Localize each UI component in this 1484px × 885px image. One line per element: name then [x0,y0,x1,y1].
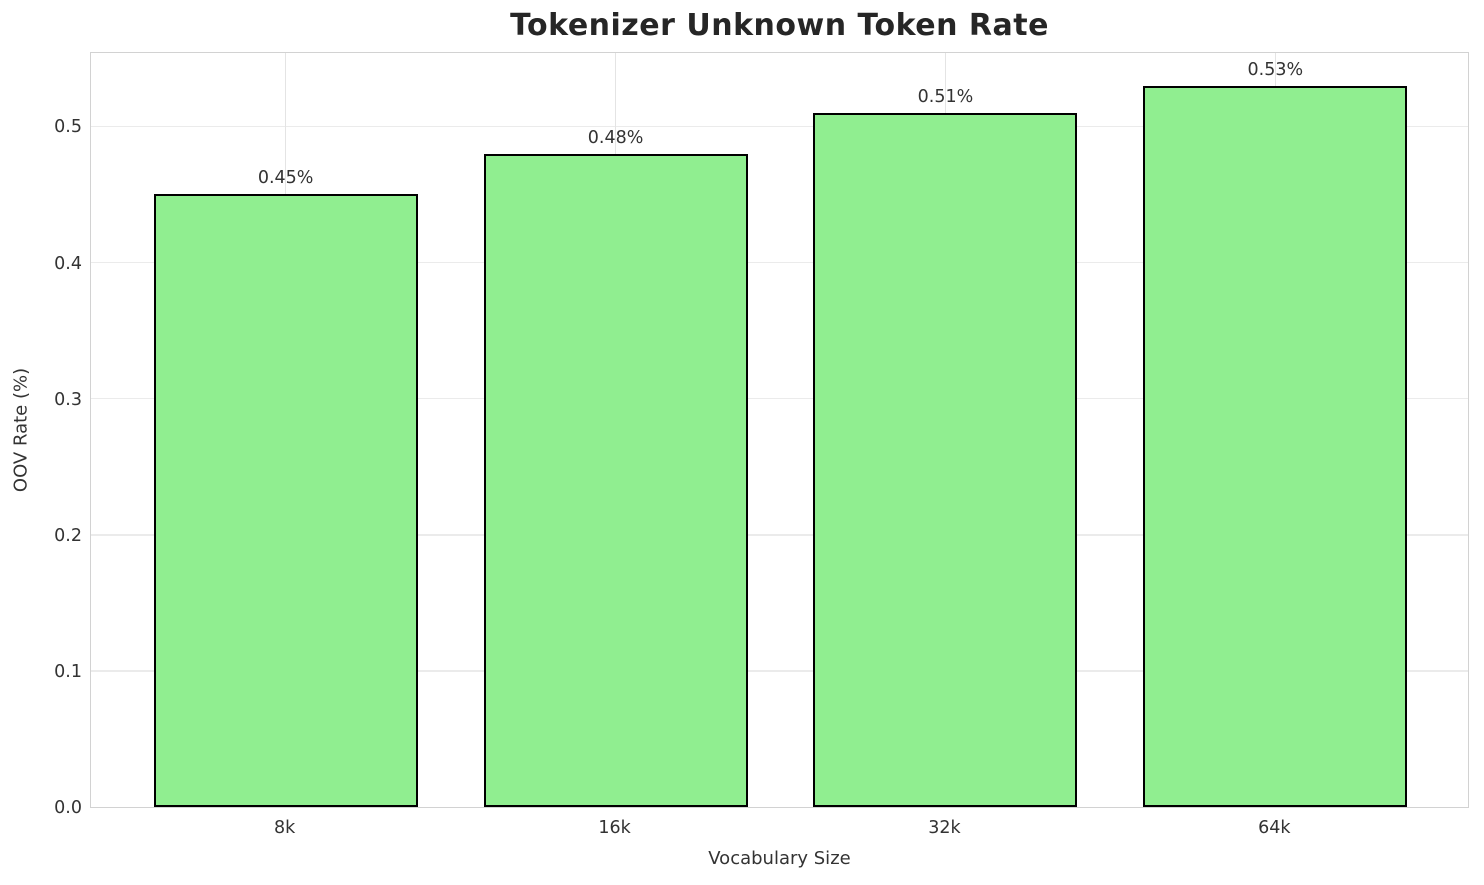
y-tick-label-0.3: 0.3 [54,389,82,410]
x-tick-label-8k: 8k [274,818,296,838]
y-tick-label-0.0: 0.0 [54,798,82,818]
bar-64k [1143,85,1408,807]
h-gridline-0.5 [91,125,1468,128]
h-gridline-0.3 [91,397,1468,400]
y-tick-label-0.2: 0.2 [54,525,82,546]
h-gridline-0.4 [91,261,1468,264]
y-axis-label: OOV Rate (%) [10,367,32,493]
bar-value-label-64k: 0.53% [1247,59,1304,80]
bar-value-label-32k: 0.51% [917,86,974,107]
y-tick-label-0.1: 0.1 [54,661,82,682]
chart-title: Tokenizer Unknown Token Rate [510,8,1049,43]
x-axis-label: Vocabulary Size [708,848,851,869]
bar-16k [483,153,748,807]
plot-area: 0.45% 0.48% 0.51% 0.53% [90,52,1469,808]
h-gridline-0.1 [91,670,1468,672]
x-tick-label-32k: 32k [928,818,961,838]
bar-32k [813,112,1078,807]
bar-value-label-16k: 0.48% [587,127,644,148]
x-tick-label-64k: 64k [1258,818,1291,838]
x-tick-label-16k: 16k [598,818,631,838]
h-gridline-0.2 [91,534,1468,536]
bar-8k [153,194,418,807]
y-tick-label-0.5: 0.5 [54,117,82,138]
y-tick-label-0.4: 0.4 [54,253,82,274]
bar-value-label-8k: 0.45% [257,168,314,189]
